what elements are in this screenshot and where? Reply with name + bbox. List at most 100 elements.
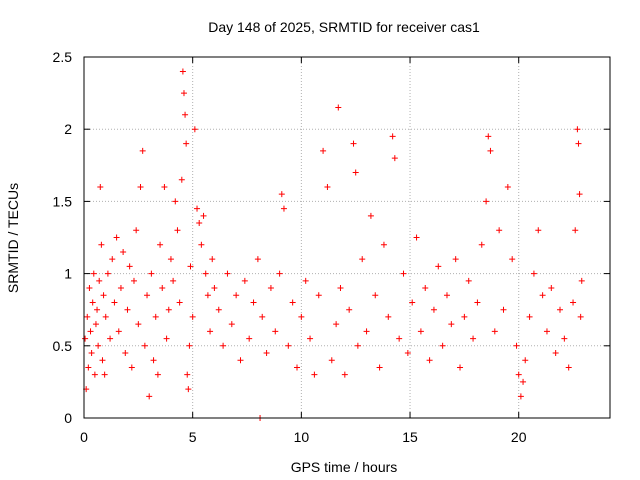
data-point [172, 198, 179, 205]
data-point [561, 335, 568, 342]
data-point [513, 342, 520, 349]
data-point [84, 313, 91, 320]
data-point [352, 169, 359, 176]
data-point [228, 321, 235, 328]
data-point [572, 227, 579, 234]
data-point [148, 270, 155, 277]
data-point [285, 342, 292, 349]
data-point [443, 292, 450, 299]
data-point [88, 350, 95, 357]
data-point [259, 313, 266, 320]
data-point [107, 335, 114, 342]
data-point [337, 285, 344, 292]
data-point [146, 393, 153, 400]
data-point [122, 350, 129, 357]
data-point [500, 306, 507, 313]
data-point [367, 212, 374, 219]
data-point [254, 256, 261, 263]
data-point [324, 183, 331, 190]
data-point [280, 205, 287, 212]
y-tick-label: 1.5 [53, 193, 73, 209]
data-point [448, 321, 455, 328]
data-point [96, 277, 103, 284]
data-point [465, 277, 472, 284]
data-point [341, 371, 348, 378]
data-point [144, 292, 151, 299]
data-point [233, 292, 240, 299]
data-point [196, 220, 203, 227]
data-point [461, 313, 468, 320]
data-point [515, 371, 522, 378]
data-point [194, 205, 201, 212]
x-tick-label: 0 [80, 429, 88, 445]
data-point [435, 263, 442, 270]
data-point [474, 299, 481, 306]
data-point [570, 299, 577, 306]
data-point [98, 241, 105, 248]
data-point [294, 364, 301, 371]
data-point [101, 371, 108, 378]
data-point [117, 285, 124, 292]
data-point [522, 357, 529, 364]
data-point [185, 386, 192, 393]
data-point [302, 277, 309, 284]
y-tick-label: 2 [64, 121, 72, 137]
data-point [128, 364, 135, 371]
data-point [557, 306, 564, 313]
data-point [400, 270, 407, 277]
data-point [574, 126, 581, 133]
data-point [363, 328, 370, 335]
data-point [376, 364, 383, 371]
data-point [289, 299, 296, 306]
data-point [470, 335, 477, 342]
data-point [328, 357, 335, 364]
data-point [124, 306, 131, 313]
data-point [535, 227, 542, 234]
data-point [333, 321, 340, 328]
data-point [209, 256, 216, 263]
data-point [575, 140, 582, 147]
data-point [504, 183, 511, 190]
x-tick-label: 20 [511, 429, 527, 445]
data-point [120, 248, 127, 255]
data-point [200, 212, 207, 219]
x-tick-label: 15 [402, 429, 418, 445]
data-point [396, 335, 403, 342]
data-point [157, 241, 164, 248]
data-point [191, 126, 198, 133]
y-tick-label: 0.5 [53, 338, 73, 354]
data-point [576, 191, 583, 198]
data-point [189, 313, 196, 320]
data-point [457, 364, 464, 371]
data-point [483, 198, 490, 205]
data-point [167, 256, 174, 263]
data-point [372, 292, 379, 299]
data-point [109, 256, 116, 263]
data-point [215, 306, 222, 313]
data-point [241, 277, 248, 284]
data-point [186, 342, 193, 349]
data-point [180, 90, 187, 97]
data-point [187, 263, 194, 270]
data-point [135, 321, 142, 328]
x-axis-label: GPS time / hours [291, 459, 398, 475]
data-point [113, 234, 120, 241]
data-point [272, 328, 279, 335]
data-point [485, 133, 492, 140]
data-point [99, 357, 106, 364]
data-point [91, 371, 98, 378]
data-point [380, 241, 387, 248]
data-point [159, 285, 166, 292]
data-point [202, 270, 209, 277]
data-point [548, 285, 555, 292]
ticks-layer: 0 5 10 15 20 0 0.5 1 1.5 2 2.5 [53, 49, 610, 445]
data-point [100, 292, 107, 299]
data-point [179, 68, 186, 75]
data-point [478, 241, 485, 248]
x-tick-label: 10 [294, 429, 310, 445]
data-point [141, 342, 148, 349]
data-point [520, 378, 527, 385]
data-point [182, 111, 189, 118]
data-point [307, 335, 314, 342]
